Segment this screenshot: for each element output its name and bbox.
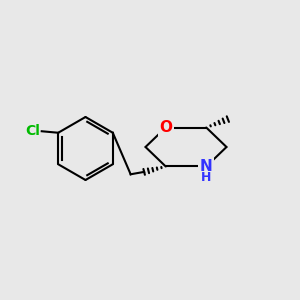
- Text: Cl: Cl: [25, 124, 40, 138]
- Text: N: N: [200, 159, 213, 174]
- Text: O: O: [159, 120, 172, 135]
- Text: H: H: [201, 171, 211, 184]
